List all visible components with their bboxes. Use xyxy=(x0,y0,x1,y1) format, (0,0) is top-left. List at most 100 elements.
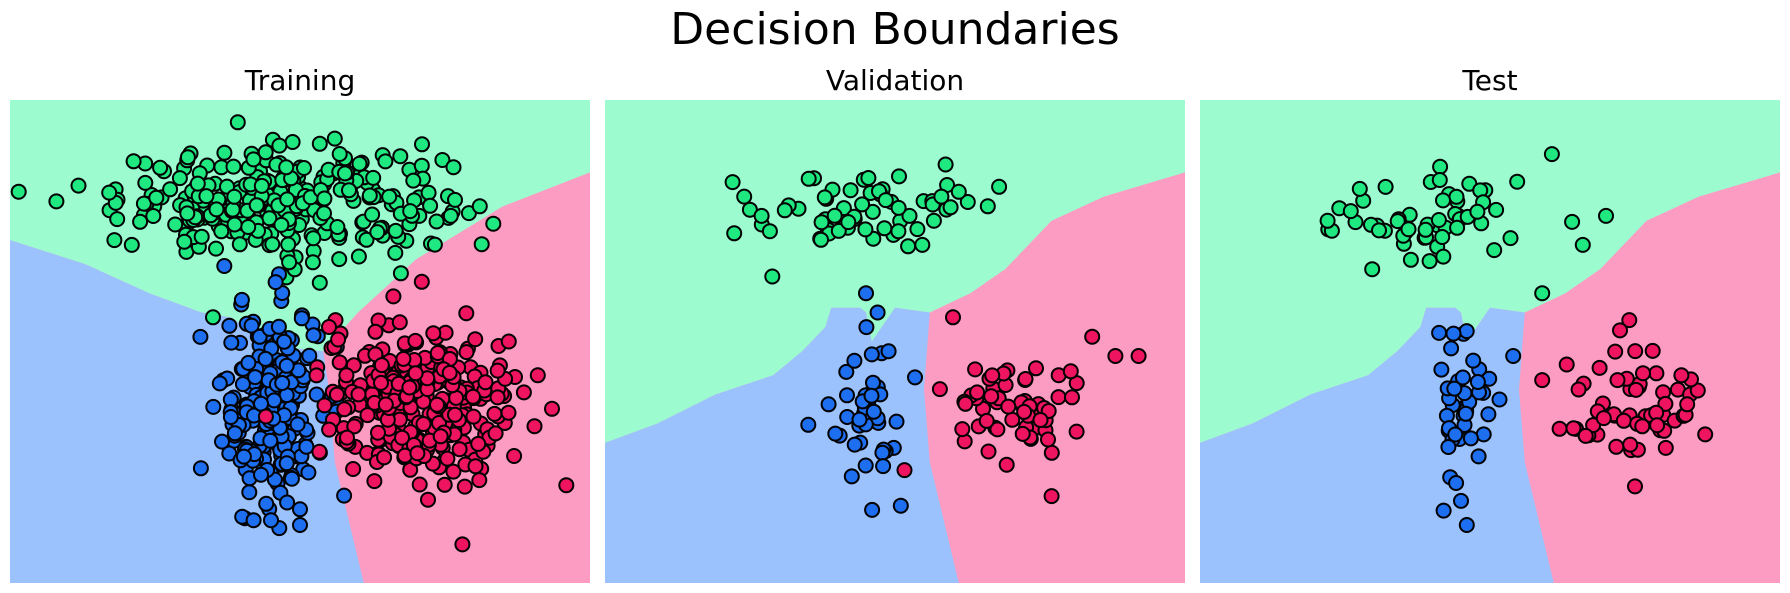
point-pink xyxy=(558,477,575,494)
point-green xyxy=(245,151,262,168)
point-green xyxy=(205,309,221,326)
point-green xyxy=(876,220,893,237)
point-green xyxy=(1543,146,1560,163)
point-green xyxy=(208,240,224,257)
point-blue xyxy=(241,484,258,501)
point-pink xyxy=(308,367,325,384)
point-green xyxy=(106,232,123,249)
point-pink xyxy=(467,331,484,348)
point-pink xyxy=(465,408,482,425)
point-blue xyxy=(880,343,897,360)
point-pink xyxy=(441,364,458,381)
point-blue xyxy=(1433,361,1450,378)
point-green xyxy=(225,158,242,175)
point-green xyxy=(392,148,409,165)
point-pink xyxy=(526,418,543,435)
point-pink xyxy=(316,397,333,414)
point-pink xyxy=(439,450,456,467)
point-green xyxy=(950,183,967,200)
point-pink xyxy=(458,305,475,322)
point-blue xyxy=(233,291,250,308)
point-blue xyxy=(1448,475,1465,491)
point-pink xyxy=(471,472,488,489)
point-pink xyxy=(544,400,560,417)
point-pink xyxy=(1612,322,1628,339)
point-green xyxy=(434,152,451,168)
point-blue xyxy=(289,416,306,433)
point-pink xyxy=(1648,365,1665,382)
point-pink xyxy=(456,478,473,495)
point-green xyxy=(726,225,743,242)
point-pink xyxy=(429,396,445,413)
point-pink xyxy=(1000,398,1017,415)
panel-title-test: Test xyxy=(1462,64,1518,97)
point-green xyxy=(942,199,959,216)
point-green xyxy=(361,187,378,204)
point-blue xyxy=(892,497,909,514)
point-pink xyxy=(1040,431,1056,448)
point-blue xyxy=(1505,348,1522,364)
point-green xyxy=(213,223,230,240)
point-pink xyxy=(1084,328,1101,345)
point-green xyxy=(369,224,386,241)
series-blue xyxy=(800,285,923,518)
point-green xyxy=(1435,192,1451,209)
point-green xyxy=(426,236,443,253)
point-green xyxy=(337,165,353,182)
point-pink xyxy=(489,389,506,406)
plot-training xyxy=(10,100,590,583)
point-pink xyxy=(447,406,463,423)
point-blue xyxy=(1465,352,1482,369)
point-pink xyxy=(385,288,402,305)
point-blue xyxy=(292,517,308,533)
point-blue xyxy=(1458,517,1475,533)
point-green xyxy=(1488,201,1505,218)
point-green xyxy=(311,135,328,152)
point-green xyxy=(341,182,357,199)
point-pink xyxy=(967,361,984,378)
point-pink xyxy=(957,395,974,412)
point-green xyxy=(422,197,439,214)
point-green xyxy=(224,201,241,218)
point-pink xyxy=(1673,367,1690,384)
point-green xyxy=(860,170,877,186)
point-green xyxy=(316,205,332,222)
point-pink xyxy=(338,367,355,384)
point-blue xyxy=(888,413,905,430)
point-green xyxy=(1421,253,1438,270)
point-pink xyxy=(1130,348,1147,364)
point-blue xyxy=(800,416,817,433)
point-blue xyxy=(865,403,882,420)
point-pink xyxy=(336,401,353,418)
point-green xyxy=(1598,207,1614,224)
point-pink xyxy=(454,536,471,553)
point-pink xyxy=(339,429,355,446)
point-green xyxy=(854,196,871,213)
point-green xyxy=(442,207,459,224)
point-blue xyxy=(192,460,209,477)
point-pink xyxy=(1551,420,1568,437)
point-pink xyxy=(1028,360,1044,377)
point-green xyxy=(132,213,149,230)
point-blue xyxy=(1470,448,1487,465)
point-green xyxy=(70,177,87,194)
point-pink xyxy=(515,384,532,401)
point-pink xyxy=(1043,488,1060,505)
point-pink xyxy=(1107,348,1124,364)
point-green xyxy=(800,170,817,187)
point-green xyxy=(1509,173,1526,190)
point-green xyxy=(1417,221,1434,238)
point-green xyxy=(420,184,437,201)
point-green xyxy=(991,178,1008,195)
point-green xyxy=(1502,230,1519,247)
point-green xyxy=(890,223,907,240)
point-pink xyxy=(1634,418,1651,435)
point-blue xyxy=(270,318,287,335)
point-green xyxy=(273,216,290,233)
point-pink xyxy=(350,386,367,403)
point-green xyxy=(101,184,118,201)
point-pink xyxy=(1064,389,1080,406)
point-blue xyxy=(192,328,209,345)
point-pink xyxy=(321,421,338,438)
point-green xyxy=(813,214,830,231)
